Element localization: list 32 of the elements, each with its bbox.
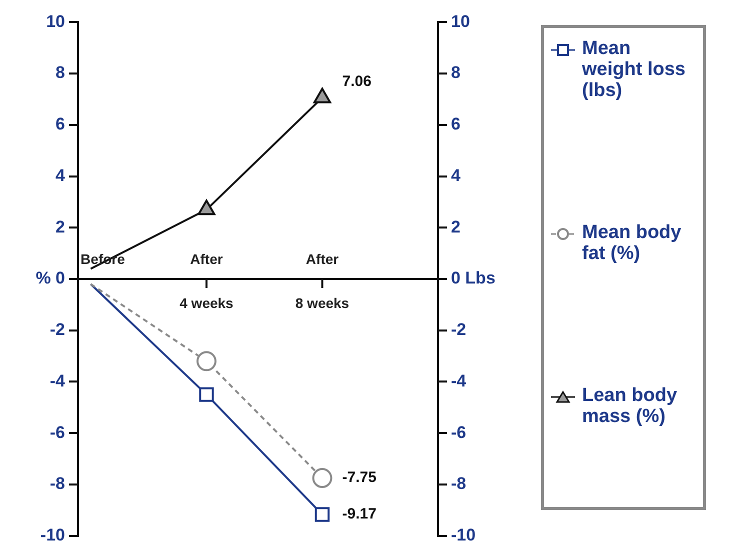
y-tick-label: -4 [50, 371, 66, 390]
legend-label: Mean body fat (%) [582, 222, 682, 264]
y-tick-label: 6 [56, 114, 65, 134]
y-tick-label: -6 [50, 422, 65, 442]
y2-tick-label: -8 [451, 474, 466, 494]
y2-tick-label: -2 [451, 320, 466, 340]
y2-tick-label: -4 [451, 371, 467, 390]
y2-tick-label: 10 [451, 12, 470, 31]
data-label: -9.17 [342, 506, 376, 523]
y-tick-label: 10 [46, 12, 65, 31]
data-label: 7.06 [342, 72, 372, 90]
legend-label: Mean weight loss (lbs) [582, 38, 686, 101]
legend-label: Lean body mass (%) [582, 385, 678, 427]
y-tick-label: % 0 [36, 268, 65, 288]
y2-tick-label: 6 [451, 114, 460, 134]
y2-tick-label: 4 [451, 166, 461, 185]
y2-tick-label: 2 [451, 217, 460, 236]
y-tick-label: -2 [50, 320, 65, 340]
data-label: -7.75 [342, 469, 376, 486]
y2-tick-label: 0 Lbs [451, 268, 496, 288]
y-tick-label: -8 [50, 474, 65, 494]
y2-tick-label: -6 [451, 422, 466, 442]
category-label: After 4 weeks [180, 250, 234, 311]
y-tick-label: 4 [56, 166, 66, 185]
y-tick-label: 2 [56, 217, 65, 236]
point [312, 468, 332, 488]
y-tick-label: 8 [56, 63, 65, 82]
category-label: After 8 weeks [295, 250, 350, 311]
y2-tick-label: 8 [451, 63, 460, 82]
point [196, 351, 216, 372]
y-tick-label: -10 [40, 525, 65, 544]
y2-tick-label: -10 [451, 525, 476, 544]
